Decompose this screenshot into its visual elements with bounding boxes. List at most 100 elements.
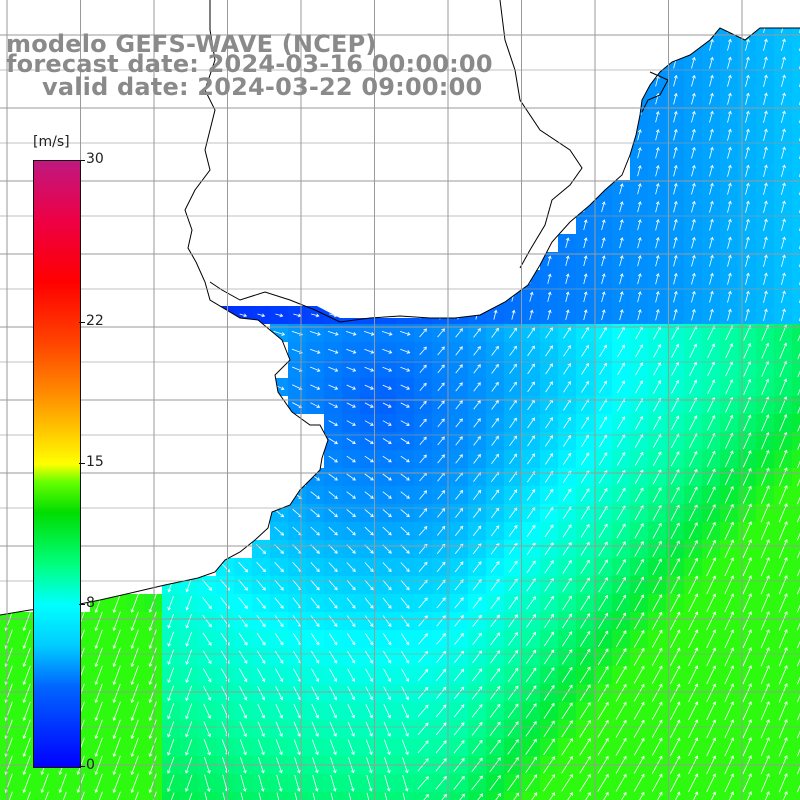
- wind-cell: [54, 792, 72, 800]
- wind-arrow: [62, 791, 67, 800]
- wind-arrow: [311, 721, 319, 737]
- wind-arrow: [745, 164, 750, 177]
- wind-arrow: [328, 438, 338, 445]
- wind-arrow: [112, 611, 121, 631]
- wind-arrow: [691, 146, 696, 159]
- wind-arrow: [724, 665, 734, 685]
- wind-arrow: [670, 575, 681, 594]
- wind-arrow: [418, 561, 428, 572]
- wind-arrow: [709, 200, 714, 213]
- wind-arrow: [543, 720, 555, 738]
- wind-arrow: [382, 366, 393, 372]
- wind-arrow: [382, 597, 392, 609]
- wind-arrow: [671, 343, 680, 358]
- wind-arrow: [763, 110, 768, 123]
- wind-arrow: [346, 633, 356, 646]
- wind-arrow: [509, 327, 517, 339]
- wind-arrow: [364, 509, 374, 518]
- wind-cell: [792, 342, 800, 360]
- wind-arrow: [616, 576, 626, 593]
- wind-arrow: [364, 633, 374, 646]
- wind-arrow: [599, 344, 607, 357]
- wind-arrow: [347, 686, 355, 701]
- wind-arrow: [603, 791, 609, 800]
- wind-arrow: [689, 343, 698, 358]
- wind-arrow: [797, 622, 800, 631]
- wind-arrow: [597, 737, 609, 756]
- wind-arrow: [511, 309, 516, 320]
- wind-arrow: [455, 489, 464, 500]
- wind-arrow: [274, 597, 284, 609]
- wind-arrow: [509, 345, 517, 356]
- wind-arrow: [489, 668, 501, 682]
- wind-arrow: [781, 92, 786, 105]
- wind-cell: [792, 306, 800, 324]
- wind-arrow: [507, 739, 519, 755]
- wind-arrow: [691, 74, 696, 87]
- wind-arrow: [778, 719, 788, 739]
- wind-arrow: [435, 686, 447, 699]
- wind-arrow: [562, 559, 572, 574]
- wind-arrow: [742, 503, 752, 522]
- wind-arrow: [310, 562, 320, 573]
- wind-arrow: [543, 684, 555, 701]
- wind-arrow: [637, 165, 642, 177]
- wind-arrow: [706, 575, 717, 595]
- wind-arrow: [400, 491, 410, 499]
- wind-arrow: [763, 254, 768, 267]
- coastline-north: [184, 0, 216, 263]
- wind-arrow: [419, 490, 427, 500]
- wind-arrow: [565, 255, 570, 267]
- wind-arrow: [651, 701, 663, 720]
- wind-arrow: [727, 182, 732, 195]
- wind-arrow: [330, 792, 334, 800]
- wind-arrow: [616, 594, 626, 611]
- wind-arrow: [167, 685, 175, 702]
- wind-arrow: [346, 579, 356, 591]
- wind-arrow: [727, 290, 732, 303]
- wind-arrow: [311, 703, 319, 719]
- wind-cell: [792, 540, 800, 558]
- wind-cell: [648, 792, 666, 800]
- wind-arrow: [633, 683, 645, 702]
- wind-arrow: [706, 593, 717, 613]
- wind-arrow: [580, 577, 590, 593]
- wind-arrow: [691, 110, 696, 123]
- wind-arrow: [545, 363, 553, 375]
- wind-arrow: [655, 200, 660, 213]
- wind-arrow: [454, 525, 464, 536]
- wind-arrow: [365, 668, 374, 682]
- wind-arrow: [781, 200, 786, 213]
- wind-arrow: [745, 110, 750, 123]
- wind-arrow: [545, 452, 554, 465]
- wind-arrow: [599, 416, 607, 430]
- wind-arrow: [526, 542, 536, 556]
- wind-arrow: [797, 532, 800, 541]
- wind-arrow: [688, 611, 699, 631]
- wind-arrow: [167, 649, 174, 666]
- wind-arrow: [565, 291, 570, 303]
- wind-arrow: [328, 473, 338, 481]
- wind-cell: [504, 792, 522, 800]
- wind-arrow: [763, 92, 768, 105]
- wind-arrow: [525, 721, 537, 737]
- wind-arrow: [637, 219, 642, 231]
- wind-arrow: [222, 792, 226, 800]
- wind-arrow: [797, 640, 800, 649]
- wind-arrow: [743, 414, 752, 431]
- wind-arrow: [633, 773, 645, 792]
- wind-arrow: [724, 773, 734, 793]
- wind-arrow: [382, 633, 392, 646]
- wind-arrow: [454, 668, 465, 682]
- wind-arrow: [239, 703, 248, 719]
- wind-arrow: [797, 658, 800, 667]
- wind-arrow: [257, 686, 266, 701]
- wind-arrow: [562, 542, 572, 556]
- wind-arrow: [508, 560, 518, 573]
- wind-arrow: [490, 596, 500, 609]
- wind-arrow: [763, 272, 768, 285]
- wind-arrow: [419, 364, 427, 374]
- wind-arrow: [651, 611, 663, 630]
- wind-arrow: [583, 273, 588, 285]
- wind-arrow: [202, 668, 212, 683]
